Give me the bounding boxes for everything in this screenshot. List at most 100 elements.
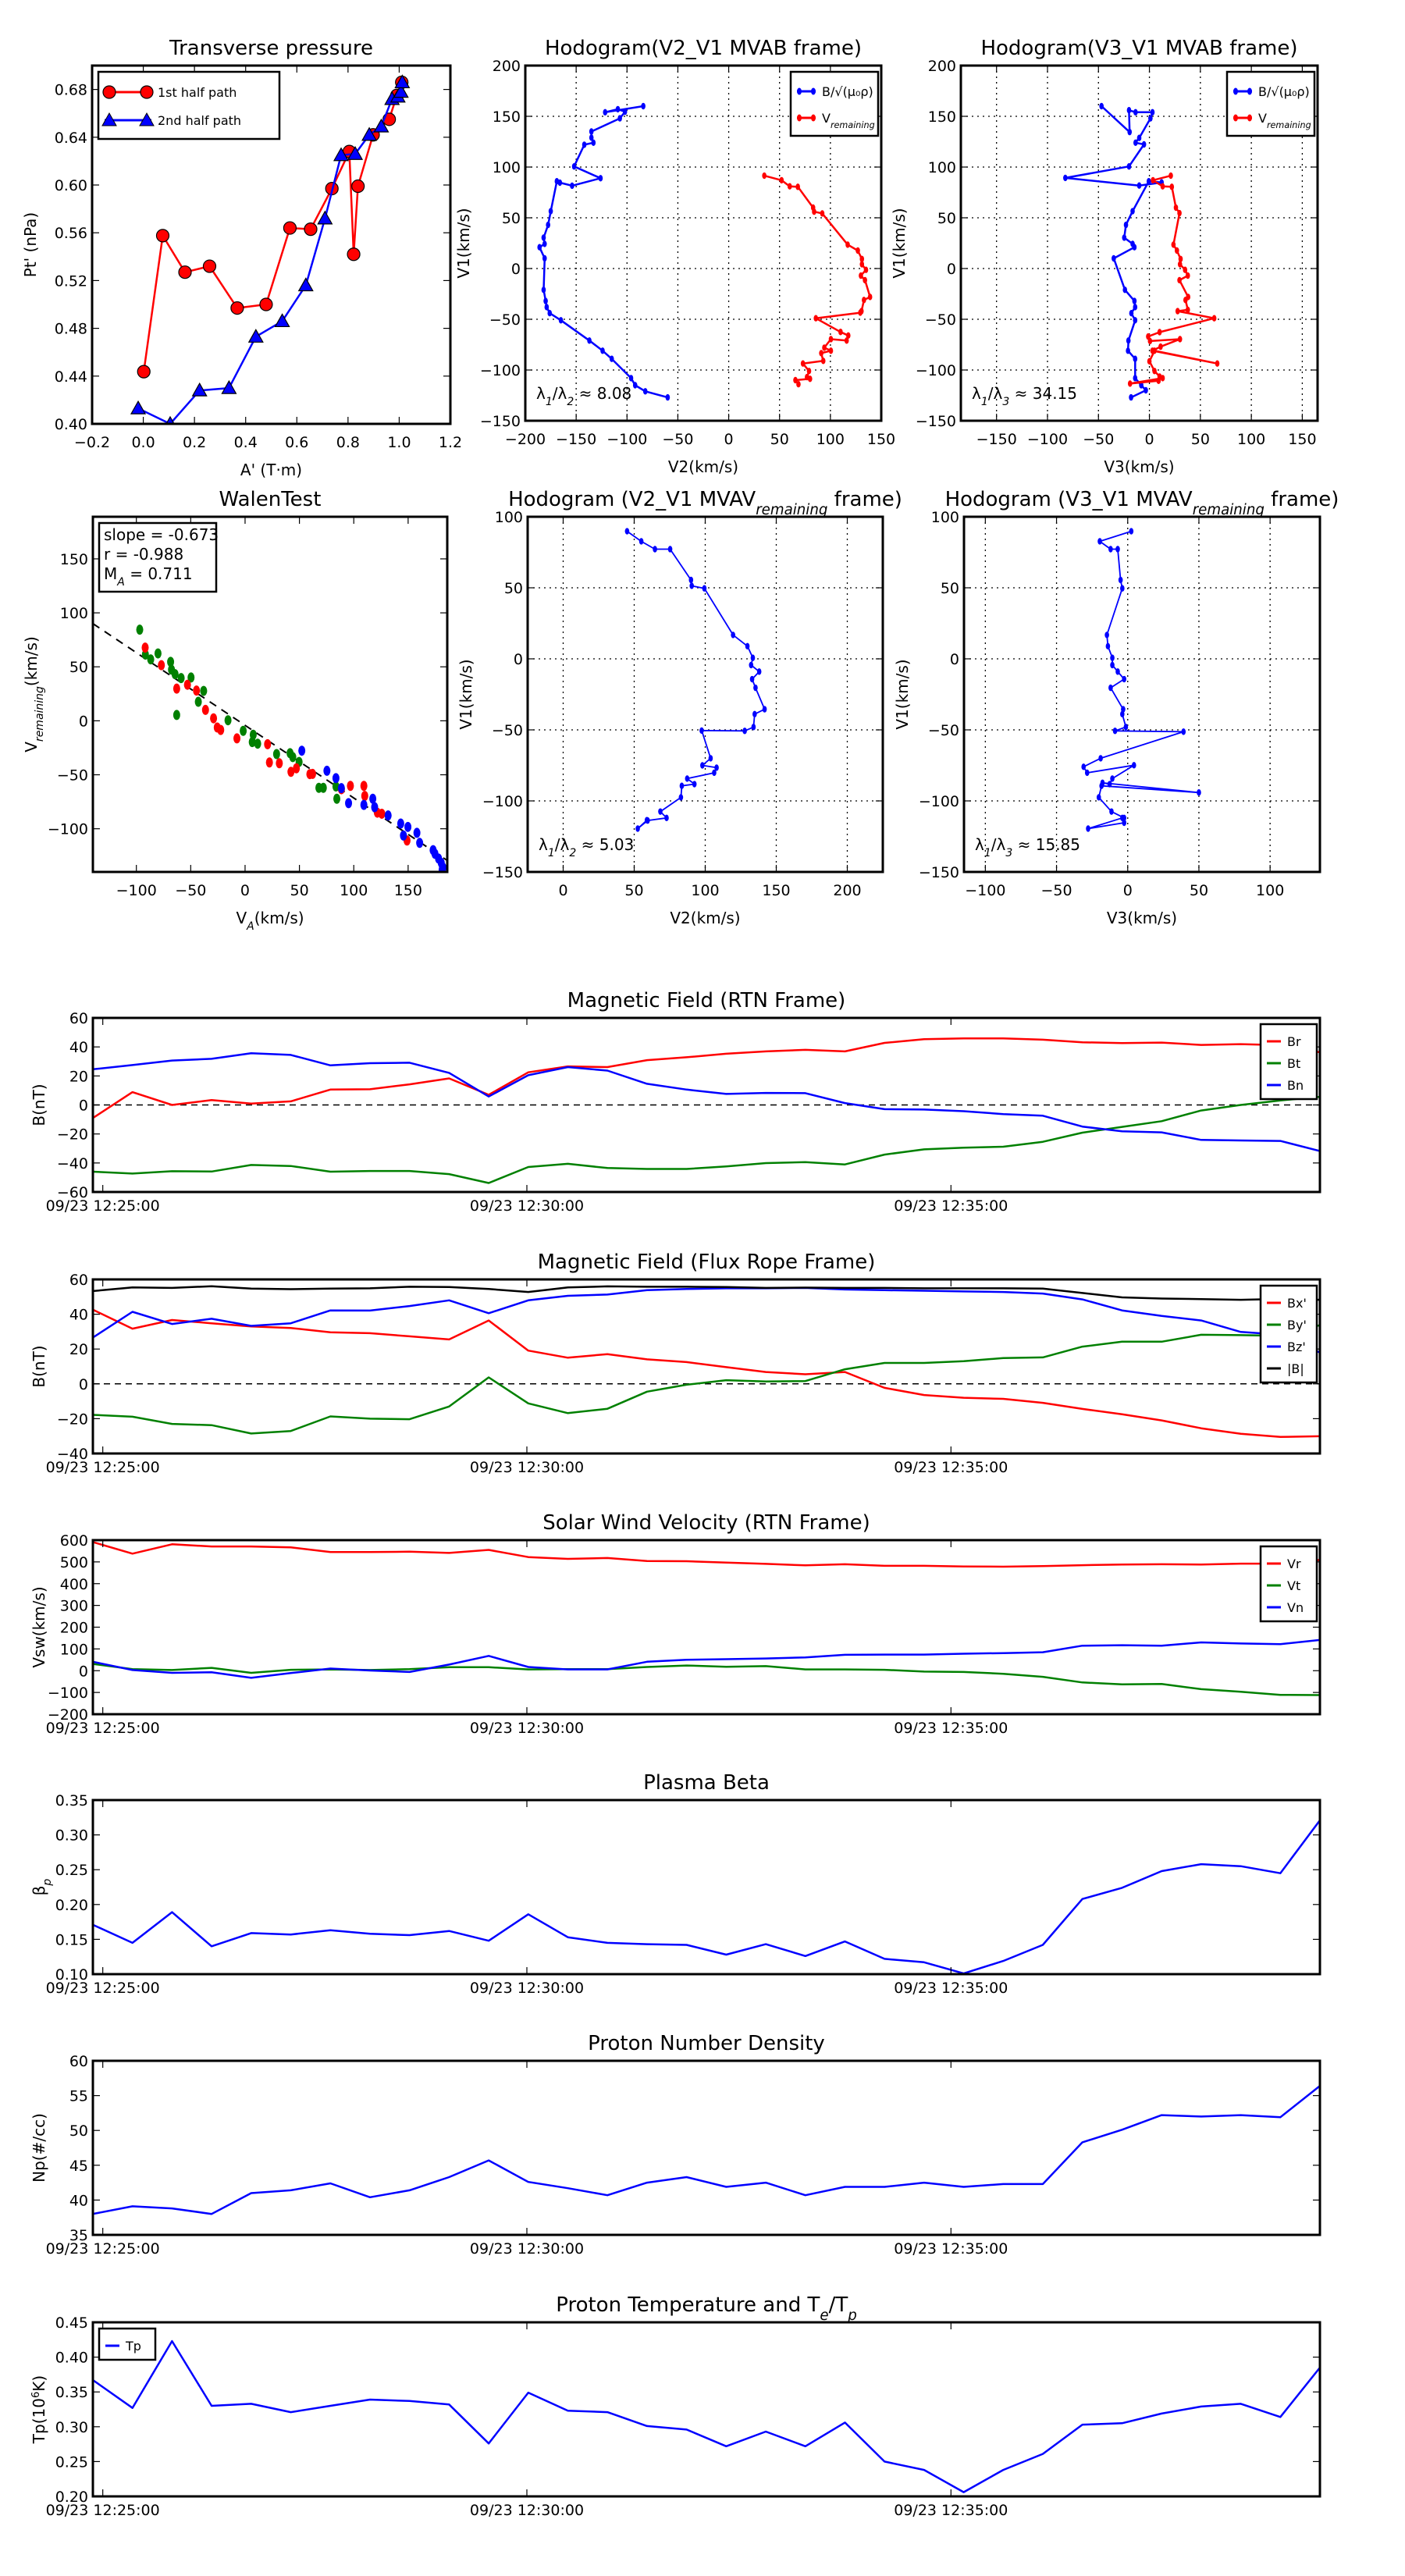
x-tick-label: 0 bbox=[558, 882, 567, 899]
x-tick-label: 0 bbox=[1123, 882, 1133, 899]
data-point bbox=[319, 782, 327, 793]
data-point bbox=[394, 74, 411, 89]
data-point bbox=[400, 830, 407, 841]
data-point bbox=[745, 642, 750, 650]
data-point bbox=[628, 375, 634, 382]
data-point bbox=[820, 358, 826, 365]
data-point bbox=[1120, 585, 1125, 592]
data-point bbox=[1130, 208, 1135, 215]
data-point bbox=[1063, 174, 1068, 182]
y-tick-label: −100 bbox=[916, 362, 956, 379]
eigenvalue-ratio-annotation-part: 2 bbox=[569, 847, 576, 859]
legend-label: B/√(μ₀ρ) bbox=[1258, 84, 1310, 99]
x-axis-label: A' (T·m) bbox=[240, 461, 302, 479]
y-tick-label: 60 bbox=[69, 2053, 88, 2070]
y-tick-label: 0.30 bbox=[55, 2419, 88, 2436]
data-point bbox=[397, 818, 404, 829]
data-point bbox=[589, 128, 594, 135]
data-point bbox=[1160, 183, 1165, 190]
data-point bbox=[1185, 306, 1190, 314]
data-point bbox=[1177, 261, 1183, 268]
data-point bbox=[154, 648, 162, 659]
eigenvalue-ratio-annotation-part: ≈ 8.08 bbox=[574, 384, 631, 403]
fit-statistic-part: r bbox=[104, 545, 111, 564]
x-tick-label: 0 bbox=[724, 431, 734, 448]
data-point bbox=[822, 344, 827, 351]
legend-marker bbox=[140, 85, 154, 99]
data-point bbox=[587, 337, 592, 344]
y-tick-label: −60 bbox=[57, 1184, 88, 1201]
y-tick-label: 0.52 bbox=[55, 272, 87, 290]
legend: Vr Vt Vn bbox=[1259, 1545, 1318, 1623]
y-axis-label-part: (km/s) bbox=[22, 636, 41, 686]
legend-label: 1st half path bbox=[158, 85, 237, 100]
data-point bbox=[274, 313, 290, 328]
y-tick-label: 100 bbox=[928, 159, 956, 176]
legend-item-b-: B/√(μ₀ρ) bbox=[1233, 84, 1310, 99]
data-point bbox=[1086, 825, 1090, 832]
data-point bbox=[1108, 546, 1113, 553]
fit-statistic-part: = -0.988 bbox=[110, 545, 183, 564]
y-tick-label: 400 bbox=[60, 1576, 88, 1593]
data-point bbox=[155, 229, 170, 243]
eigenvalue-ratio-annotation-part: 1 bbox=[548, 847, 555, 859]
x-tick-label: 09/23 12:35:00 bbox=[894, 2240, 1008, 2258]
y-tick-label: −100 bbox=[48, 1685, 88, 1702]
data-point bbox=[1215, 360, 1220, 367]
series-line-bn bbox=[93, 1052, 1320, 1152]
x-tick-label: 09/23 12:25:00 bbox=[46, 1459, 160, 1476]
data-point bbox=[624, 528, 630, 535]
data-point bbox=[1099, 782, 1104, 789]
data-point bbox=[591, 139, 596, 146]
y-tick-label: −20 bbox=[57, 1126, 88, 1144]
data-point bbox=[289, 752, 297, 763]
x-tick-label: 09/23 12:35:00 bbox=[894, 2502, 1008, 2519]
plot-content bbox=[93, 2339, 1320, 2493]
y-tick-label: 300 bbox=[60, 1598, 88, 1615]
y-tick-label: 0.40 bbox=[55, 416, 87, 433]
y-tick-label: 0 bbox=[79, 1663, 88, 1680]
data-point bbox=[1132, 297, 1137, 304]
legend-item-1st-half-path: 1st half path bbox=[102, 85, 237, 100]
series-line-bz- bbox=[93, 1286, 1320, 1354]
plot-area bbox=[93, 1279, 1320, 1453]
chart-title: Hodogram (V2_V1 MVAVremaining frame) bbox=[508, 488, 902, 518]
data-point bbox=[337, 783, 345, 794]
chart-title: Hodogram(V2_V1 MVAB frame) bbox=[545, 37, 862, 60]
data-point bbox=[360, 781, 368, 792]
data-point bbox=[130, 400, 147, 415]
x-tick-label: 100 bbox=[691, 882, 719, 899]
y-tick-label: 0.64 bbox=[55, 130, 87, 147]
data-point bbox=[1156, 377, 1161, 384]
y-tick-label: 50 bbox=[69, 2122, 88, 2140]
legend-label: Vr bbox=[1287, 1557, 1301, 1571]
legend-marker bbox=[139, 112, 155, 126]
plot-content bbox=[130, 74, 411, 424]
y-tick-label: 0.35 bbox=[55, 2384, 88, 2401]
data-point bbox=[1183, 266, 1188, 273]
data-point bbox=[1133, 139, 1138, 146]
x-tick-label: 09/23 12:35:00 bbox=[894, 1197, 1008, 1215]
chart-title-part: Hodogram (V3_V1 MVAV bbox=[945, 488, 1193, 511]
data-point bbox=[1105, 642, 1111, 650]
fit-statistic: MA = 0.711 bbox=[104, 564, 193, 589]
data-point bbox=[644, 817, 649, 824]
legend-box bbox=[1259, 1023, 1318, 1101]
y-axis-label: V1(km/s) bbox=[457, 659, 475, 729]
data-point bbox=[351, 179, 365, 194]
y-axis-label: Vsw(km/s) bbox=[30, 1586, 48, 1667]
y-tick-label: 100 bbox=[931, 509, 959, 526]
y-tick-label: 200 bbox=[493, 58, 521, 75]
data-point bbox=[1132, 244, 1137, 251]
data-point bbox=[679, 782, 685, 789]
y-tick-label: −150 bbox=[919, 864, 959, 881]
y-tick-label: −50 bbox=[928, 722, 959, 739]
y-tick-label: 200 bbox=[928, 58, 956, 75]
series-line--b- bbox=[93, 1285, 1320, 1301]
y-tick-label: 40 bbox=[69, 2192, 88, 2209]
data-point bbox=[641, 102, 646, 110]
x-tick-label: 150 bbox=[394, 882, 422, 899]
series-line-bt bbox=[93, 1095, 1320, 1184]
chart-title: WalenTest bbox=[219, 488, 322, 511]
legend-box bbox=[1225, 70, 1316, 137]
